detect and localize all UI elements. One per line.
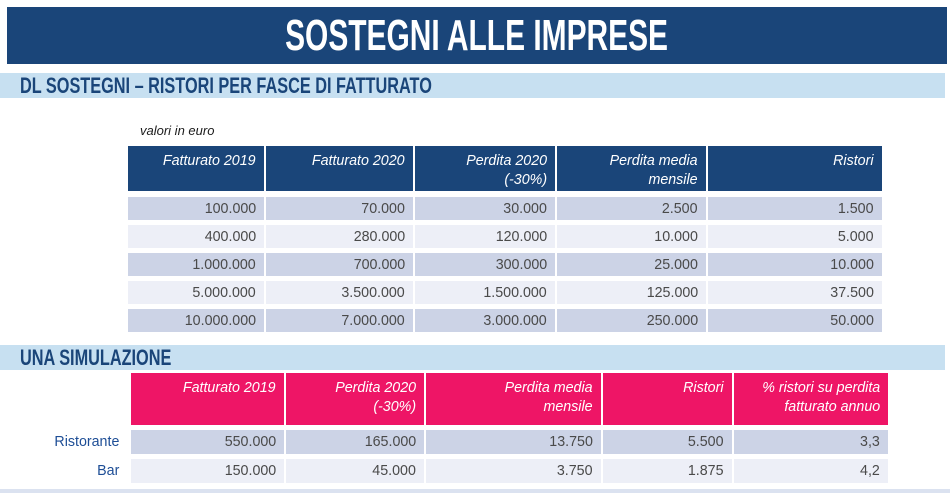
table-cell: 25.000 [557,253,706,276]
table-cell: 120.000 [415,225,555,248]
row-label: Bar [96,462,119,479]
fatturato-ristori-table: Fatturato 2019 Fatturato 2020 Perdita 20… [128,146,882,332]
header-fatturato-2019: Fatturato 2019 [131,373,284,425]
table-cell: 10.000.000 [128,309,264,332]
header-perdita-media-mensile: Perdita media mensile [557,146,706,191]
section-heading-simulazione: UNA SIMULAZIONE [0,345,945,370]
bottom-divider [0,489,950,493]
table-cell: 10.000 [557,225,706,248]
table-row: 100.000 70.000 30.000 2.500 1.500 [128,197,882,220]
table-cell: 7.000.000 [266,309,413,332]
table-cell: 1.000.000 [128,253,264,276]
table-cell: 4,2 [734,459,888,483]
header-spacer [0,373,129,425]
table-cell: 1.875 [603,459,732,483]
table-cell: 3.000.000 [415,309,555,332]
simulazione-table: Fatturato 2019 Perdita 2020 (-30%) Perdi… [0,373,888,483]
table-cell: 165.000 [286,430,424,454]
table-cell: 2.500 [557,197,706,220]
table-row: 10.000.000 7.000.000 3.000.000 250.000 5… [128,309,882,332]
table-cell: 1.500.000 [415,281,555,304]
header-fatturato-2020: Fatturato 2020 [266,146,413,191]
table-cell: 3.750 [426,459,601,483]
header-ristori: Ristori [708,146,882,191]
header-perdita-media-mensile: Perdita media mensile [426,373,601,425]
table-cell: 700.000 [266,253,413,276]
section-heading-ristori: DL SOSTEGNI – RISTORI PER FASCE DI FATTU… [0,73,945,98]
header-percent-ristori: % ristori su perdita fatturato annuo [734,373,888,425]
table-row: 1.000.000 700.000 300.000 25.000 10.000 [128,253,882,276]
table-cell: 3,3 [734,430,888,454]
section-heading-ristori-label: DL SOSTEGNI – RISTORI PER FASCE DI FATTU… [20,72,432,98]
table-cell: 100.000 [128,197,264,220]
section-heading-simulazione-label: UNA SIMULAZIONE [20,344,172,370]
header-fatturato-2019: Fatturato 2019 [128,146,264,191]
table-row: 400.000 280.000 120.000 10.000 5.000 [128,225,882,248]
simulazione-table-header-row: Fatturato 2019 Perdita 2020 (-30%) Perdi… [0,373,888,425]
table-cell: 125.000 [557,281,706,304]
table-cell: 5.000.000 [128,281,264,304]
table-cell: 3.500.000 [266,281,413,304]
table-cell: 550.000 [131,430,284,454]
table-cell: 70.000 [266,197,413,220]
fatturato-table-header-row: Fatturato 2019 Fatturato 2020 Perdita 20… [128,146,882,191]
table-row-ristorante: Ristorante 550.000 165.000 13.750 5.500 … [0,430,888,454]
table-cell: 5.000 [708,225,882,248]
table-cell: 250.000 [557,309,706,332]
page-title: SOSTEGNI ALLE IMPRESE [285,10,669,60]
header-perdita-2020: Perdita 2020 (-30%) [415,146,555,191]
table-cell: 37.500 [708,281,882,304]
table-cell: 150.000 [131,459,284,483]
table-row: 5.000.000 3.500.000 1.500.000 125.000 37… [128,281,882,304]
table-row-bar: Bar 150.000 45.000 3.750 1.875 4,2 [0,459,888,483]
header-perdita-2020: Perdita 2020 (-30%) [286,373,424,425]
table-cell: 50.000 [708,309,882,332]
table-cell: 13.750 [426,430,601,454]
table-cell: 5.500 [603,430,732,454]
table-cell: 400.000 [128,225,264,248]
values-unit-note: valori in euro [140,123,215,138]
row-label: Ristorante [54,433,119,450]
header-banner: SOSTEGNI ALLE IMPRESE [7,7,947,64]
table-cell: 280.000 [266,225,413,248]
table-cell: 45.000 [286,459,424,483]
table-cell: 1.500 [708,197,882,220]
table-cell: 10.000 [708,253,882,276]
table-cell: 30.000 [415,197,555,220]
table-cell: 300.000 [415,253,555,276]
header-ristori: Ristori [603,373,732,425]
